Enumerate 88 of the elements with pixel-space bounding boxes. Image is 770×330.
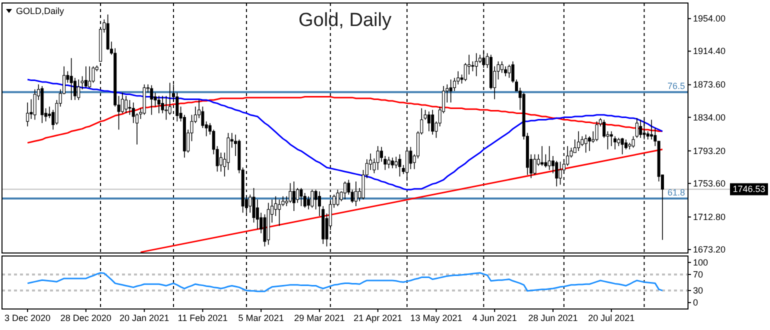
candlestick [614,136,617,150]
annotation: 76.5 [667,81,685,92]
y-tick-label: 1873.60 [693,80,726,90]
candlestick [77,79,80,100]
candlestick [398,154,402,177]
candlestick [474,52,478,77]
candlestick [431,110,434,135]
candlestick [635,118,638,138]
candlestick [632,136,635,148]
candlestick [336,189,340,207]
candlestick [508,64,511,78]
y-tick-label: 30 [693,286,704,296]
candlestick [584,134,588,154]
candlestick [88,66,92,88]
candlestick [256,199,259,230]
y-tick-label: 1834.00 [693,112,726,122]
candlestick [387,156,390,169]
y-tick-label: 1673.20 [693,244,726,255]
candlestick [92,66,95,84]
x-tick-label: 11 Feb 2021 [178,313,228,323]
x-tick-label: 13 May 2021 [410,313,462,323]
candlestick [73,77,76,100]
candlestick [650,119,654,140]
x-tick-label: 3 Dec 2020 [4,313,51,323]
y-tick-label: 1712.80 [693,212,726,222]
candlestick [610,130,613,146]
y-tick-label: 100 [693,257,708,268]
candlestick [292,181,296,212]
candlestick [70,58,73,100]
y-tick-label: 1914.40 [693,46,726,56]
x-tick-label: 28 Dec 2020 [60,313,112,323]
candlestick [84,66,88,88]
candlestick [427,111,430,132]
x-tick-label: 20 Jan 2021 [120,313,170,323]
candlestick [500,60,504,74]
candlestick [390,157,394,169]
candlestick [624,139,628,150]
y-tick-label: 0 [693,298,698,308]
candlestick [281,196,284,207]
candlestick [504,66,508,77]
candlestick [354,181,358,207]
x-tick-label: 20 Jul 2021 [588,313,635,323]
x-tick-label: 29 Mar 2021 [294,313,345,323]
candlestick [424,110,427,120]
candlestick [310,189,314,208]
chart-title: Gold, Daily [298,10,392,31]
candlestick [602,119,606,138]
candlestick [26,102,30,127]
candlestick [303,192,306,208]
candlestick [555,160,558,187]
y-tick-label: 1753.60 [693,178,726,188]
candlestick [588,136,591,152]
candlestick [449,79,452,103]
y-tick-label: 1793.20 [693,146,726,156]
candlestick [278,199,281,226]
candlestick [406,146,409,182]
candlestick [595,121,598,142]
chart-subtitle: GOLD,Daily [16,6,65,16]
candlestick [128,100,132,116]
candlestick [376,146,380,170]
candlestick [164,96,168,120]
x-tick-label: 28 Jun 2021 [528,313,578,323]
y-tick-label: 70 [693,269,704,280]
candlestick [161,96,164,114]
candlestick [409,146,412,170]
candlestick [124,96,128,114]
candlestick [120,92,124,114]
candlestick [620,137,624,155]
x-tick-label: 5 Mar 2021 [238,313,284,323]
candlestick [548,146,551,170]
candlestick [540,146,544,166]
candlestick [150,84,154,116]
candlestick [577,130,580,152]
annotation: 61.8 [667,188,685,198]
candlestick [157,96,160,114]
x-tick-label: 4 Jun 2021 [472,313,517,323]
line-series [26,272,664,292]
candlestick [533,154,536,176]
candlestick [471,60,474,72]
ref-line-label: 1746.53 [732,184,766,194]
candlestick [300,188,303,207]
candlestick [80,76,84,90]
x-tick-label: 21 Apr 2021 [354,313,402,323]
candlestick [394,156,398,169]
y-tick-label: 1954.00 [693,14,726,24]
candlestick [288,182,292,204]
candlestick [344,181,346,200]
candlestick [33,88,36,120]
